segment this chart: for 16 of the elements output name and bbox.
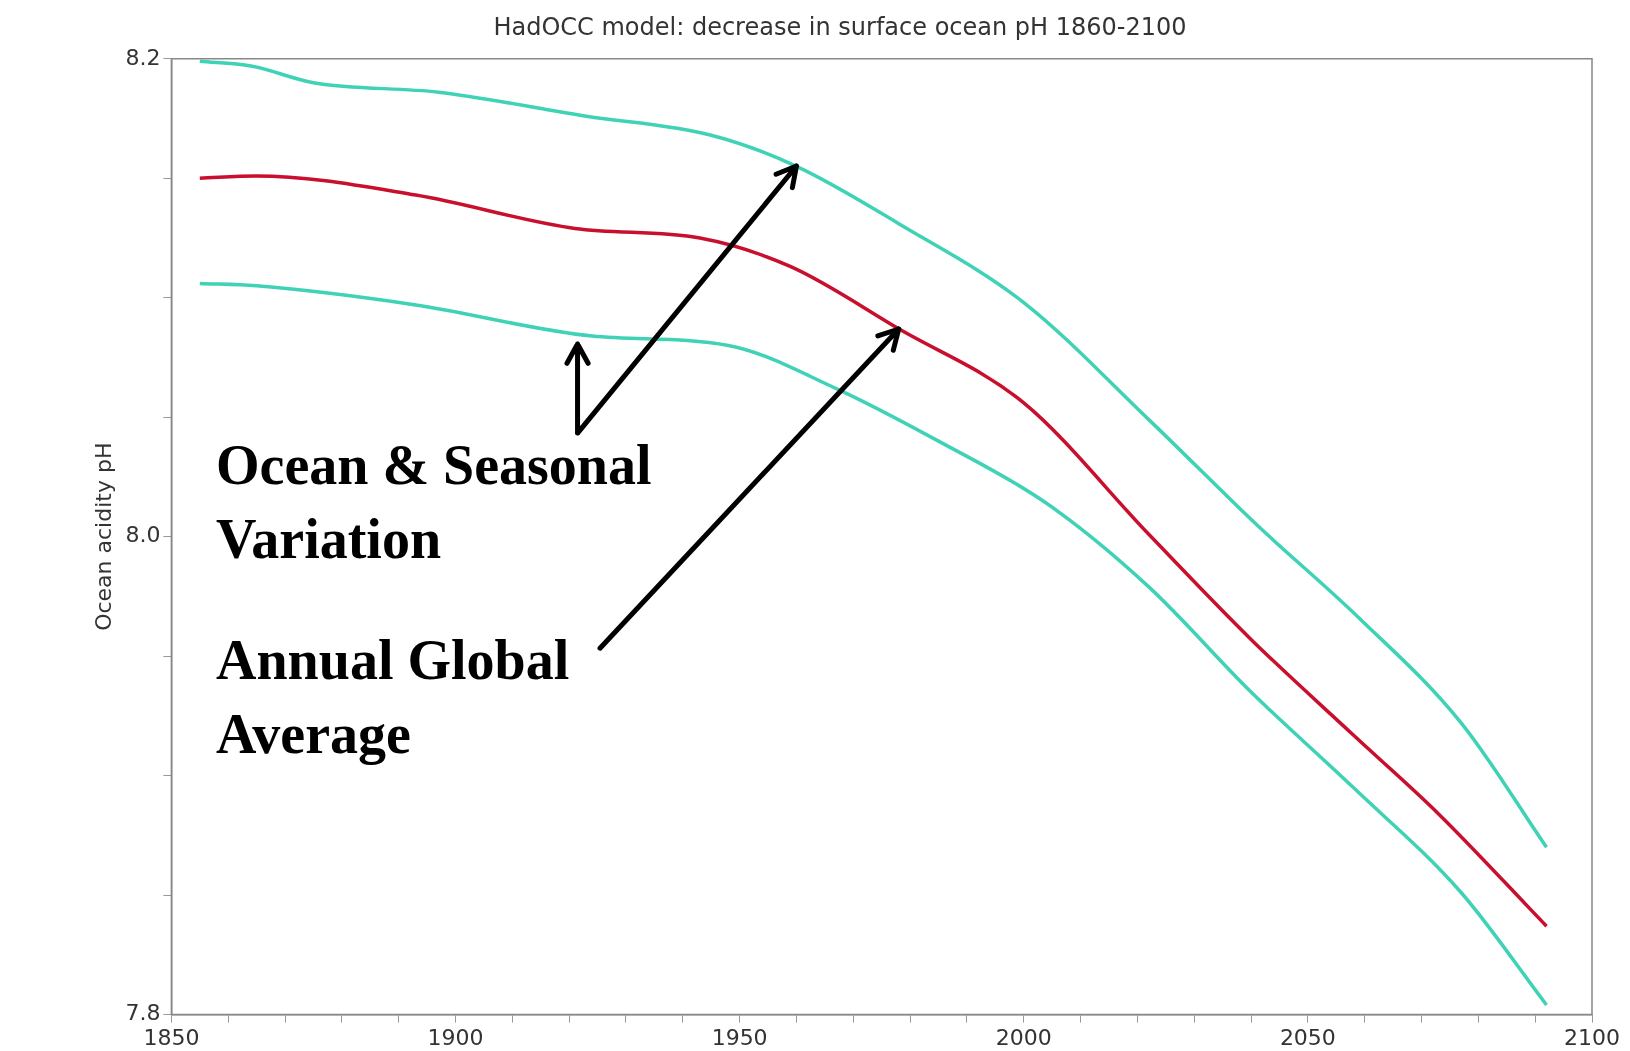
- x-tick-label: 2100: [1564, 1024, 1620, 1050]
- y-tick-label: 8.2: [125, 44, 161, 70]
- x-tick-label: 1900: [427, 1024, 484, 1050]
- y-tick-label: 7.8: [125, 1000, 161, 1026]
- chart-title: HadOCC model: decrease in surface ocean pH 1860-2100: [493, 12, 1187, 41]
- x-tick-label: 1950: [711, 1024, 768, 1050]
- annotation: Ocean & Seasonal Variation: [216, 433, 653, 572]
- line-series: [198, 281, 1549, 1007]
- x-tick-label: 2050: [1279, 1024, 1336, 1050]
- y-tick-label: 8.0: [125, 522, 161, 548]
- annotation: Annual Global Average: [216, 628, 571, 767]
- line-series: [198, 174, 1549, 928]
- y-axis-title: Ocean acidity pH: [90, 442, 116, 631]
- x-tick-label: 2000: [995, 1024, 1052, 1050]
- line-series: [198, 59, 1549, 850]
- x-tick-label: 1850: [143, 1024, 200, 1050]
